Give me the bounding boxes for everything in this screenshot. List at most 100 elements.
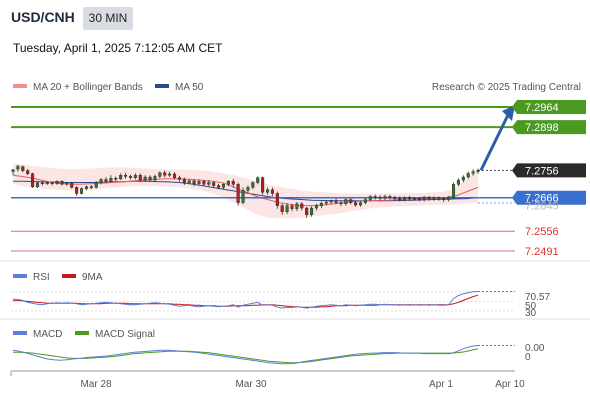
ma50-line: [13, 180, 479, 202]
candle-up: [285, 205, 289, 212]
candle-up: [412, 198, 416, 200]
candle-down: [114, 178, 118, 180]
candle-up: [344, 199, 348, 205]
rsi-ma-legend-swatch: [62, 274, 76, 278]
candle-down: [354, 202, 358, 206]
candle-down: [275, 193, 279, 206]
candle-up: [143, 176, 147, 181]
candle-down: [192, 180, 196, 184]
macd-line: [12, 344, 479, 365]
candle-up: [84, 186, 88, 189]
candle-down: [437, 197, 441, 199]
candle-down: [124, 174, 128, 177]
candle-up: [295, 203, 299, 209]
candle-down: [177, 177, 181, 180]
candle-down: [138, 174, 142, 181]
last-price-label: 7.2756: [525, 165, 559, 177]
rsi-value-label: 70.57: [525, 292, 550, 303]
timeframe-badge[interactable]: 30 MIN: [83, 7, 133, 30]
candle-down: [349, 199, 353, 203]
candle-up: [319, 203, 323, 206]
resistance-2-label: 7.2964: [525, 102, 559, 114]
candle-down: [31, 173, 35, 187]
rsi-axis-30: 30: [525, 308, 537, 319]
candle-up: [133, 174, 137, 178]
candle-up: [251, 182, 255, 188]
candle-up: [168, 173, 172, 176]
candle-down: [128, 176, 133, 178]
candle-down: [202, 181, 206, 185]
symbol-title: USD/CNH: [11, 9, 75, 25]
candle-up: [422, 196, 426, 200]
candle-up: [99, 179, 103, 183]
candle-down: [407, 197, 412, 200]
candle-down: [172, 173, 177, 178]
candle-down: [417, 198, 421, 200]
candle-down: [21, 166, 25, 171]
macd-legend-swatch: [13, 331, 27, 335]
x-tick-label: Apr 1: [429, 379, 453, 390]
candle-down: [398, 198, 402, 200]
ma20-legend-swatch: [13, 84, 27, 88]
forecast-arrow-head: [502, 105, 515, 121]
chart-datetime: Tuesday, April 1, 2025 7:12:05 AM CET: [13, 41, 223, 55]
candle-down: [182, 179, 186, 183]
candle-up: [94, 182, 98, 188]
last-price-label-bg: [512, 163, 586, 178]
x-tick-label: Apr 10: [495, 379, 525, 390]
macd-value-label: 0.00: [525, 343, 545, 354]
candle-up: [324, 201, 328, 204]
candle-down: [280, 205, 284, 212]
candle-up: [79, 188, 84, 194]
candle-up: [119, 174, 123, 180]
macd-axis-zero: 0: [525, 352, 531, 363]
rsi-panel: [11, 291, 515, 312]
candle-up: [109, 178, 113, 182]
candle-up: [35, 182, 40, 187]
support-2-label: 7.2491: [525, 246, 559, 258]
candle-down: [378, 196, 382, 199]
rsi-ma-legend-label: 9MA: [82, 272, 103, 283]
resistance-1-label: 7.2898: [525, 122, 559, 134]
x-tick-label: Mar 30: [235, 379, 267, 390]
candle-up: [456, 179, 460, 185]
ma20-legend-label: MA 20 + Bollinger Bands: [33, 82, 143, 93]
candle-up: [447, 196, 451, 200]
ma50-legend-swatch: [155, 84, 169, 88]
candle-down: [75, 187, 79, 194]
candle-down: [70, 182, 74, 188]
candle-up: [256, 177, 260, 183]
candle-up: [466, 173, 470, 178]
macd-legend-label: MACD: [33, 329, 62, 340]
macd-panel: [12, 344, 515, 365]
candle-up: [153, 176, 157, 181]
candle-up: [368, 196, 372, 200]
x-tick-label: Mar 28: [80, 379, 112, 390]
candle-up: [187, 180, 191, 183]
forecast-arrow-shaft: [479, 114, 510, 171]
macd-signal-legend-label: MACD Signal: [95, 329, 155, 340]
candle-up: [241, 190, 245, 203]
macd-signal-line: [13, 348, 479, 364]
candle-down: [163, 172, 167, 176]
candle-up: [471, 171, 475, 174]
candle-up: [403, 197, 407, 200]
candle-up: [358, 202, 363, 206]
candle-down: [305, 207, 309, 215]
candle-down: [40, 182, 44, 185]
candle-up: [226, 181, 230, 185]
candle-up: [310, 207, 314, 215]
research-credit: Research © 2025 Trading Central: [432, 82, 581, 93]
candle-up: [461, 176, 465, 181]
candle-up: [55, 181, 59, 184]
candle-down: [442, 198, 446, 200]
candle-up: [65, 182, 69, 185]
rsi-line: [12, 291, 479, 309]
candle-down: [89, 186, 93, 188]
candle-down: [236, 184, 240, 203]
candle-up: [207, 182, 211, 185]
pivot-label: 7.2666: [525, 193, 559, 205]
candle-down: [26, 170, 30, 174]
